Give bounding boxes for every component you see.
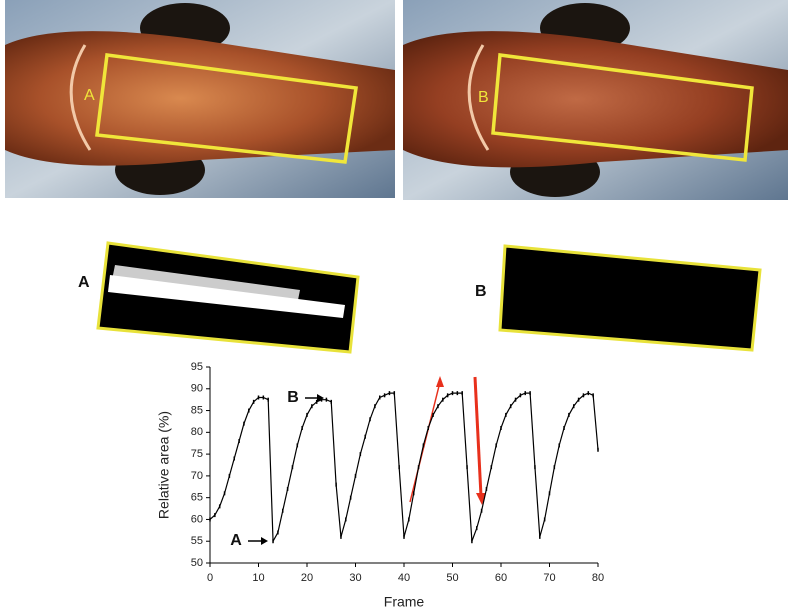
x-tick-label: 50 bbox=[446, 572, 458, 584]
photo-label: B bbox=[478, 89, 489, 106]
y-tick-label: 85 bbox=[191, 404, 203, 416]
photo-b bbox=[403, 0, 788, 200]
data-line bbox=[209, 392, 599, 544]
x-tick-label: 40 bbox=[398, 572, 410, 584]
annotation-arrows bbox=[248, 376, 486, 545]
y-tick-label: 70 bbox=[191, 470, 203, 482]
x-tick-label: 30 bbox=[349, 572, 361, 584]
y-tick-label: 90 bbox=[191, 383, 203, 395]
y-tick-label: 75 bbox=[191, 448, 203, 460]
y-tick-label: 60 bbox=[191, 513, 203, 525]
mask-a bbox=[96, 241, 360, 354]
y-tick-label: 55 bbox=[191, 535, 203, 547]
y-tick-label: 65 bbox=[191, 492, 203, 504]
annotation: A bbox=[230, 532, 242, 549]
x-tick-label: 60 bbox=[495, 572, 507, 584]
annotation: B bbox=[287, 389, 299, 406]
mask-b bbox=[498, 244, 762, 352]
photo-label: A bbox=[84, 87, 95, 104]
x-tick-label: 20 bbox=[301, 572, 313, 584]
y-tick-label: 50 bbox=[191, 557, 203, 569]
x-tick-label: 80 bbox=[592, 572, 604, 584]
y-tick-label: 80 bbox=[191, 426, 203, 438]
y-axis-label: Relative area (%) bbox=[156, 411, 172, 519]
mask-label: B bbox=[475, 283, 487, 300]
x-axis-label: Frame bbox=[384, 594, 425, 610]
y-tick-label: 95 bbox=[191, 361, 203, 373]
mask-label: A bbox=[78, 274, 90, 291]
photo-a bbox=[5, 0, 395, 198]
x-tick-label: 0 bbox=[207, 572, 213, 584]
x-tick-label: 70 bbox=[543, 572, 555, 584]
x-tick-label: 10 bbox=[252, 572, 264, 584]
